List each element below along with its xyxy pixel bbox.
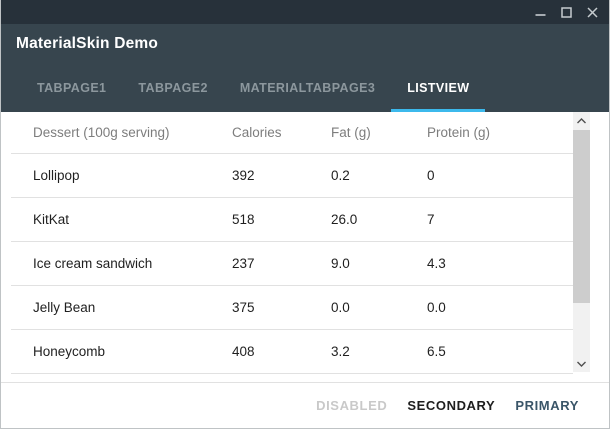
table-cell: 7: [427, 212, 435, 227]
maximize-icon: [560, 6, 572, 18]
table-cell: 26.0: [331, 212, 358, 227]
table-row[interactable]: KitKat 518 26.0 7: [11, 198, 573, 242]
primary-flat-button[interactable]: PRIMARY: [505, 388, 589, 424]
close-icon: [586, 6, 598, 18]
dessert-listview: Dessert (100g serving) Calories Fat (g) Pro…: [11, 112, 573, 374]
table-cell: 392: [232, 168, 255, 183]
vertical-scrollbar[interactable]: [573, 112, 590, 372]
tab-materialtabpage3[interactable]: MATERIALTABPAGE3: [224, 64, 391, 112]
table-cell: Jelly Bean: [33, 300, 96, 315]
tab-label: MATERIALTABPAGE3: [239, 81, 376, 95]
table-cell: 6.5: [427, 344, 446, 359]
action-bar: MaterialSkin Demo: [1, 24, 609, 64]
window-status-bar: [1, 0, 609, 24]
table-cell: 375: [232, 300, 255, 315]
close-button[interactable]: [579, 0, 605, 24]
tab-label: LISTVIEW: [407, 81, 470, 95]
window-controls: [527, 0, 605, 24]
minimize-icon: [535, 13, 545, 16]
table-row[interactable]: Ice cream sandwich 237 9.0 4.3: [11, 242, 573, 286]
page-title: MaterialSkin Demo: [16, 35, 159, 52]
table-cell: Lollipop: [33, 168, 80, 183]
table-cell: 0.2: [331, 168, 350, 183]
tab-content: Dessert (100g serving) Calories Fat (g) Pro…: [1, 112, 609, 382]
column-header: Dessert (100g serving): [33, 125, 170, 140]
scrollbar-thumb[interactable]: [573, 130, 590, 303]
column-header: Calories: [232, 125, 282, 140]
tab-label: TABPAGE2: [138, 81, 208, 95]
table-cell: 0: [427, 168, 435, 183]
tab-bar: TABPAGE1 TABPAGE2 MATERIALTABPAGE3 LISTV…: [1, 64, 609, 112]
scroll-up-button[interactable]: [573, 112, 590, 129]
table-cell: 9.0: [331, 256, 350, 271]
chevron-down-icon: [577, 361, 586, 367]
column-header: Protein (g): [427, 125, 491, 140]
table-cell: 0.0: [331, 300, 350, 315]
table-cell: KitKat: [33, 212, 70, 227]
maximize-button[interactable]: [553, 0, 579, 24]
table-row[interactable]: Honeycomb 408 3.2 6.5: [11, 330, 573, 374]
scroll-down-button[interactable]: [573, 355, 590, 372]
listview-rows: Lollipop 392 0.2 0 KitKat 518 26.0 7 Ice cream s…: [11, 154, 573, 374]
table-cell: 408: [232, 344, 255, 359]
table-cell: 237: [232, 256, 255, 271]
table-cell: 3.2: [331, 344, 350, 359]
button-bar: DISABLED SECONDARY PRIMARY: [1, 382, 609, 428]
minimize-button[interactable]: [527, 0, 553, 24]
table-row[interactable]: Lollipop 392 0.2 0: [11, 154, 573, 198]
secondary-flat-button[interactable]: SECONDARY: [397, 388, 505, 424]
chevron-up-icon: [577, 117, 586, 123]
tab-tabpage1[interactable]: TABPAGE1: [21, 64, 122, 112]
table-cell: Honeycomb: [33, 344, 106, 359]
tab-listview[interactable]: LISTVIEW: [391, 64, 486, 112]
table-cell: 518: [232, 212, 255, 227]
disabled-flat-button: DISABLED: [306, 388, 397, 424]
tab-label: TABPAGE1: [37, 81, 107, 95]
table-cell: 4.3: [427, 256, 446, 271]
table-cell: Ice cream sandwich: [33, 256, 153, 271]
listview-header-row: Dessert (100g serving) Calories Fat (g) Pro…: [11, 112, 573, 154]
table-row[interactable]: Jelly Bean 375 0.0 0.0: [11, 286, 573, 330]
column-header: Fat (g): [331, 125, 371, 140]
tab-tabpage2[interactable]: TABPAGE2: [122, 64, 223, 112]
scrollbar-track[interactable]: [573, 129, 590, 355]
table-cell: 0.0: [427, 300, 446, 315]
